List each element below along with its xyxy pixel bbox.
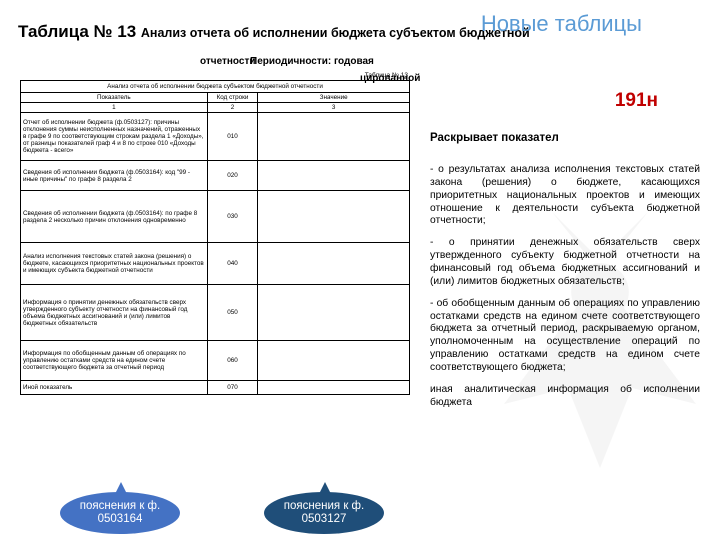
col-hdr-2: Код строки <box>207 93 258 103</box>
table-row: Сведения об исполнении бюджета (ф.050316… <box>21 191 410 243</box>
callout-0503127: пояснения к ф. 0503127 <box>264 492 384 534</box>
title-line2b: Периодичности: годовая <box>250 56 374 67</box>
table-row: Информация по обобщенным данным об опера… <box>21 341 410 381</box>
num-3: 3 <box>258 103 410 113</box>
table-row: Иной показатель070 <box>21 381 410 395</box>
table-row: Сведения об исполнении бюджета (ф.050316… <box>21 161 410 191</box>
col-hdr-1: Показатель <box>21 93 208 103</box>
num-1: 1 <box>21 103 208 113</box>
title-line2a: отчетности <box>200 56 256 67</box>
table-container: Таблица № 13 Анализ отчета об исполнении… <box>20 72 410 395</box>
right-para-2: - о принятии денежных обязательств сверх… <box>430 237 700 288</box>
title-sub: Анализ отчета об исполнении бюджета субъ… <box>141 26 530 40</box>
table-label: Таблица № 13 <box>20 72 410 79</box>
right-para-3: - об обобщенным данным об операциях по у… <box>430 298 700 375</box>
reveals-label: Раскрывает показател <box>430 132 559 144</box>
title-main: Таблица № 13 <box>18 22 136 41</box>
num-2: 2 <box>207 103 258 113</box>
table-row: Анализ исполнения текстовых статей закон… <box>21 243 410 285</box>
right-text-block: - о результатах анализа исполнения текст… <box>430 164 700 419</box>
callout-0503164: пояснения к ф. 0503164 <box>60 492 180 534</box>
col-hdr-3: Значение <box>258 93 410 103</box>
page-title: Таблица № 13 Анализ отчета об исполнении… <box>18 22 530 42</box>
analysis-table: Анализ отчета об исполнении бюджета субъ… <box>20 80 410 395</box>
right-para-4: иная аналитическая информация об исполне… <box>430 384 700 410</box>
code-badge: 191н <box>615 90 658 112</box>
table-header: Анализ отчета об исполнении бюджета субъ… <box>21 81 410 93</box>
new-tables-badge: Новые таблицы <box>481 12 642 36</box>
right-para-1: - о результатах анализа исполнения текст… <box>430 164 700 228</box>
table-row: Отчет об исполнении бюджета (ф.0503127):… <box>21 113 410 161</box>
table-row: Информация о принятии денежных обязатель… <box>21 285 410 341</box>
